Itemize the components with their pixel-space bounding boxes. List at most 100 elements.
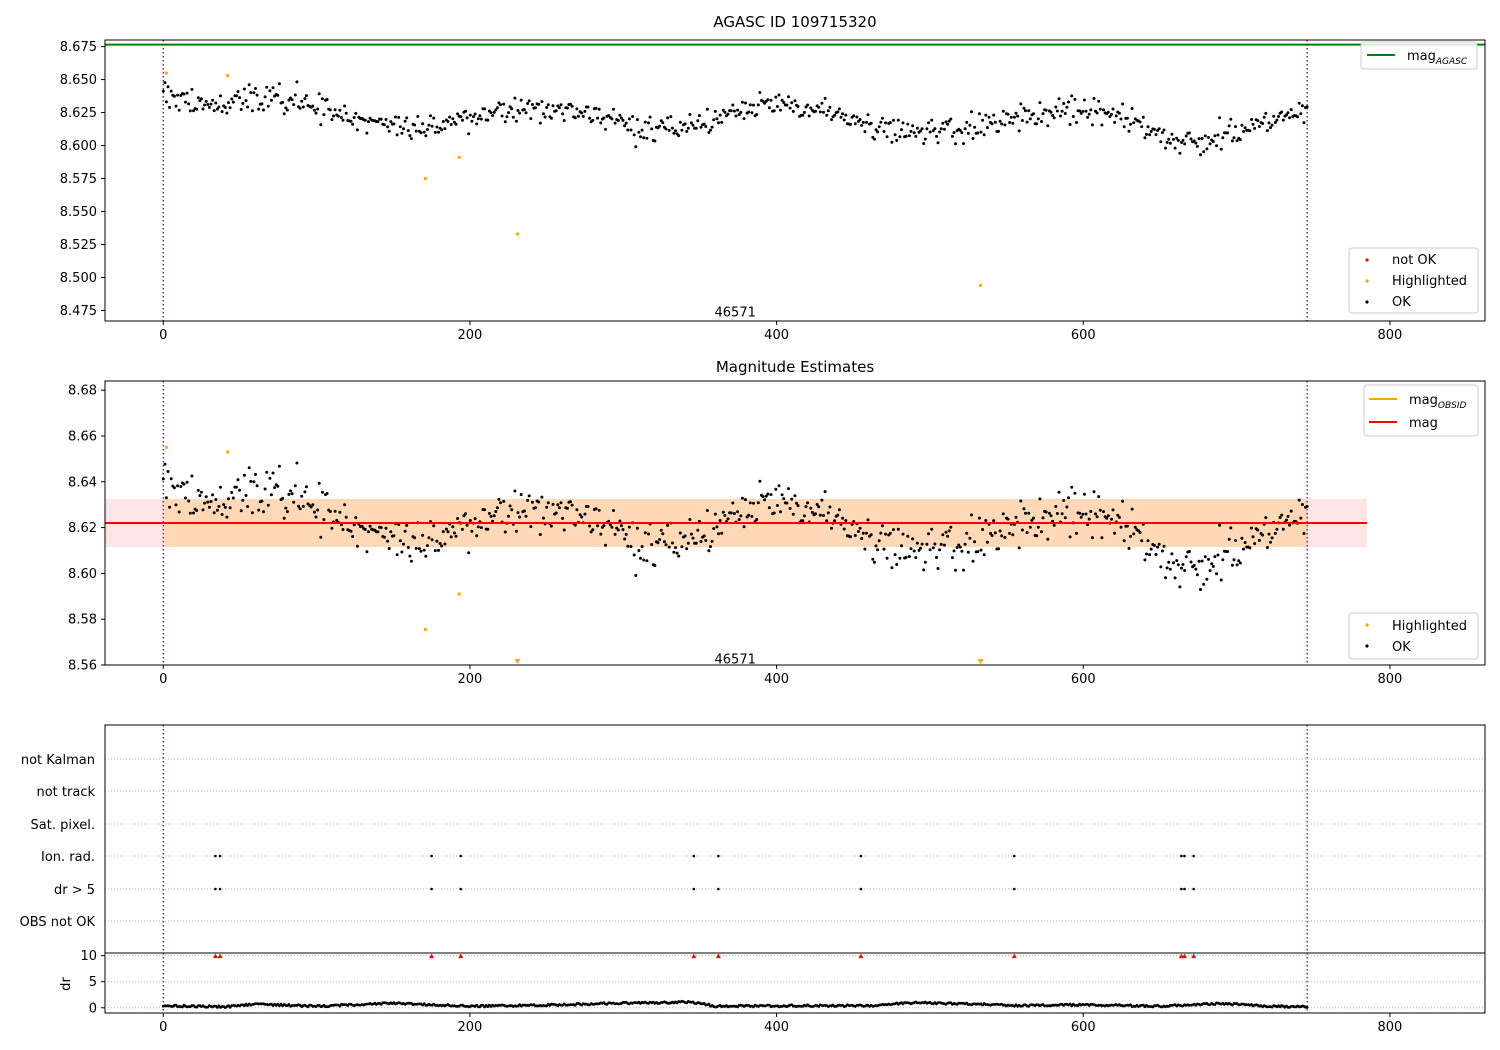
ok-point <box>1167 137 1171 141</box>
ok-point <box>1078 511 1082 515</box>
ok-point <box>928 130 932 134</box>
ok-point <box>427 123 431 127</box>
ok-point <box>163 462 167 466</box>
ok-point <box>613 121 617 125</box>
ok-point <box>707 131 711 134</box>
ok-point <box>542 516 545 520</box>
ok-point <box>624 532 628 536</box>
ok-point <box>199 490 203 494</box>
ok-point <box>1111 107 1115 111</box>
ok-point <box>1226 550 1230 553</box>
ok-point <box>454 122 458 126</box>
ok-point <box>1175 136 1179 140</box>
ok-point <box>686 126 690 130</box>
ok-point <box>1256 528 1260 532</box>
ok-point <box>365 131 369 135</box>
ok-point <box>1052 116 1056 120</box>
ok-point <box>1143 136 1147 140</box>
ok-point <box>1117 111 1121 115</box>
ok-point <box>944 530 948 534</box>
ok-point <box>901 532 905 536</box>
ok-point <box>1240 123 1244 127</box>
ok-point <box>1027 511 1031 515</box>
ok-point <box>1020 528 1024 532</box>
ok-point <box>322 518 326 522</box>
ok-point <box>933 542 937 546</box>
ok-point <box>360 524 364 528</box>
ok-point <box>379 117 383 121</box>
ok-point <box>604 127 607 131</box>
ok-point <box>904 555 908 559</box>
magest-ytick-label: 8.56 <box>68 659 97 674</box>
ok-point <box>1299 112 1303 116</box>
ok-point <box>667 545 671 549</box>
highlighted-point <box>226 74 230 78</box>
ok-point <box>414 546 418 550</box>
legend-marker-not-ok <box>1365 258 1369 262</box>
agasc-vline-layer <box>162 40 1308 321</box>
dr-point <box>707 1002 711 1006</box>
ok-point <box>298 507 302 511</box>
ok-point <box>301 504 305 508</box>
ok-point <box>546 501 550 505</box>
ok-point <box>1208 569 1212 573</box>
svg-text:magAGASC: magAGASC <box>1407 49 1468 67</box>
ok-point <box>206 500 210 504</box>
ok-point <box>570 503 574 507</box>
ok-point <box>705 509 709 512</box>
ok-point <box>255 484 259 488</box>
ok-point <box>483 508 487 512</box>
ok-point <box>1213 134 1217 138</box>
ok-point <box>1092 490 1096 494</box>
ok-point <box>311 503 315 507</box>
magest-ytick-label: 8.62 <box>68 521 97 536</box>
ok-point <box>923 137 927 141</box>
ok-point <box>1149 547 1153 551</box>
ok-point <box>775 105 779 108</box>
ok-point <box>1302 532 1306 535</box>
ok-point <box>530 103 534 106</box>
ok-point <box>569 500 572 504</box>
ok-point <box>793 494 797 498</box>
ok-point <box>742 525 746 529</box>
ok-point <box>394 115 397 119</box>
ok-point <box>249 91 253 95</box>
ok-point <box>1127 546 1131 550</box>
ok-point <box>1119 525 1123 529</box>
ok-point <box>893 553 897 557</box>
ok-point <box>400 550 404 554</box>
ok-point <box>424 554 428 558</box>
ok-point <box>168 505 172 509</box>
ok-point <box>269 98 273 102</box>
ok-point <box>935 134 938 138</box>
magest-panel-frame <box>104 380 1486 666</box>
ok-point <box>861 531 865 535</box>
ok-point <box>1100 123 1104 127</box>
ok-point <box>363 118 367 122</box>
ok-point <box>1288 116 1292 120</box>
ok-point <box>1175 559 1179 563</box>
ok-point <box>1180 566 1183 570</box>
ok-point <box>1189 137 1193 141</box>
ok-point <box>382 123 386 127</box>
ok-point <box>685 129 689 133</box>
ok-point <box>1230 139 1234 143</box>
ok-point <box>900 544 903 548</box>
ok-point <box>822 110 825 114</box>
ok-point <box>844 113 848 117</box>
ok-point <box>1079 515 1083 519</box>
ok-point <box>534 506 537 510</box>
ok-point <box>1075 121 1078 124</box>
ok-point <box>650 127 654 131</box>
ok-point <box>238 488 242 492</box>
ok-point <box>860 537 864 540</box>
ok-point <box>674 546 677 550</box>
ok-point <box>188 511 192 515</box>
magest-ytick-label: 8.58 <box>68 613 97 628</box>
flag-event <box>214 887 217 891</box>
ok-point <box>1280 110 1284 114</box>
ok-point <box>1092 97 1096 100</box>
ok-point <box>807 114 811 118</box>
ok-point <box>516 511 520 515</box>
ok-point <box>952 549 956 553</box>
